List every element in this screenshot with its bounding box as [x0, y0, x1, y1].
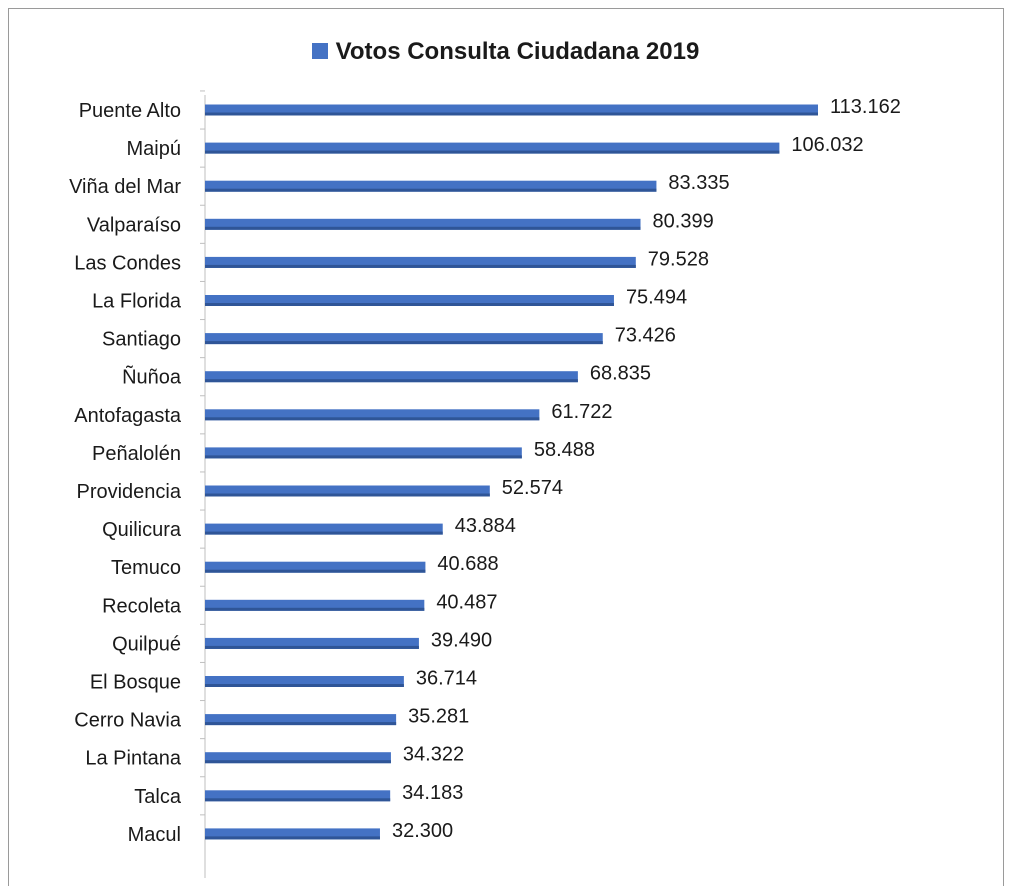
category-label: Peñalolén: [92, 443, 181, 465]
bar-shade: [205, 264, 636, 268]
bar-shade: [205, 569, 426, 573]
bar-shade: [205, 455, 522, 459]
bar: [205, 790, 391, 802]
bar-shade: [205, 303, 614, 306]
data-label: 73.426: [615, 325, 676, 347]
category-label: Puente Alto: [79, 100, 181, 122]
category-label: Cerro Navia: [74, 710, 182, 732]
category-label: Antofagasta: [74, 405, 182, 427]
chart-legend: Votos Consulta Ciudadana 2019: [0, 38, 1011, 66]
data-label: 34.183: [402, 782, 463, 804]
bar: [205, 295, 614, 306]
bar: [205, 676, 404, 687]
bar: [205, 599, 425, 611]
data-label: 106.032: [791, 134, 863, 156]
chart-frame: [8, 8, 1004, 886]
bar: [205, 828, 380, 840]
category-label: Maipú: [127, 138, 181, 160]
category-label: Las Condes: [74, 252, 181, 274]
data-label: 83.335: [668, 172, 729, 194]
category-label: La Pintana: [85, 748, 182, 770]
data-label: 80.399: [653, 210, 714, 232]
category-label: Temuco: [111, 557, 181, 579]
bar: [205, 333, 603, 345]
data-label: 36.714: [416, 668, 477, 690]
legend-swatch: [311, 43, 328, 59]
bar: [205, 637, 419, 649]
category-label: Providencia: [76, 481, 181, 503]
bar: [205, 523, 443, 535]
bar: [205, 256, 636, 268]
bar-shade: [205, 760, 391, 764]
data-label: 43.884: [455, 515, 516, 537]
bar-shade: [205, 226, 641, 230]
data-label: 34.322: [403, 744, 464, 766]
bar: [205, 714, 397, 726]
category-label: Valparaíso: [87, 214, 181, 236]
category-label: Recoleta: [102, 595, 182, 617]
category-label: El Bosque: [90, 672, 181, 694]
data-label: 52.574: [502, 477, 563, 499]
bar: [205, 561, 426, 573]
category-label: Macul: [128, 824, 181, 846]
bar-shade: [205, 417, 540, 421]
bar: [205, 104, 818, 116]
bar-shade: [205, 341, 603, 345]
bar-shade: [205, 150, 780, 154]
bar: [205, 409, 540, 421]
category-label: La Florida: [92, 291, 182, 313]
bar-shade: [205, 493, 490, 497]
bar-shade: [205, 112, 818, 116]
data-label: 58.488: [534, 439, 595, 461]
bar: [205, 142, 780, 154]
data-label: 61.722: [551, 401, 612, 423]
bar: [205, 218, 641, 230]
category-label: Santiago: [102, 329, 181, 351]
category-label: Quilpué: [112, 633, 181, 655]
bar: [205, 752, 391, 764]
data-label: 75.494: [626, 287, 687, 309]
bar-shade: [205, 684, 404, 687]
category-label: Talca: [134, 786, 182, 808]
bar: [205, 180, 657, 192]
category-label: Viña del Mar: [69, 176, 181, 198]
bar: [205, 371, 578, 383]
bar-shade: [205, 836, 380, 840]
bar-shade: [205, 531, 443, 535]
bar: [205, 485, 490, 497]
bar-shade: [205, 645, 419, 649]
data-label: 40.688: [437, 553, 498, 575]
bar-shade: [205, 798, 391, 802]
data-label: 40.487: [436, 591, 497, 613]
data-label: 68.835: [590, 363, 651, 385]
bar-shade: [205, 379, 578, 383]
legend-label: Votos Consulta Ciudadana 2019: [335, 38, 700, 65]
bar-shade: [205, 722, 397, 726]
category-label: Quilicura: [102, 519, 182, 541]
bar: [205, 447, 522, 459]
data-label: 113.162: [830, 96, 901, 118]
category-label: Ñuñoa: [122, 365, 182, 389]
data-label: 39.490: [431, 629, 492, 651]
bar-shade: [205, 607, 425, 611]
data-label: 32.300: [392, 820, 453, 842]
data-label: 35.281: [408, 706, 469, 728]
data-label: 79.528: [648, 248, 709, 270]
bar-shade: [205, 188, 657, 192]
